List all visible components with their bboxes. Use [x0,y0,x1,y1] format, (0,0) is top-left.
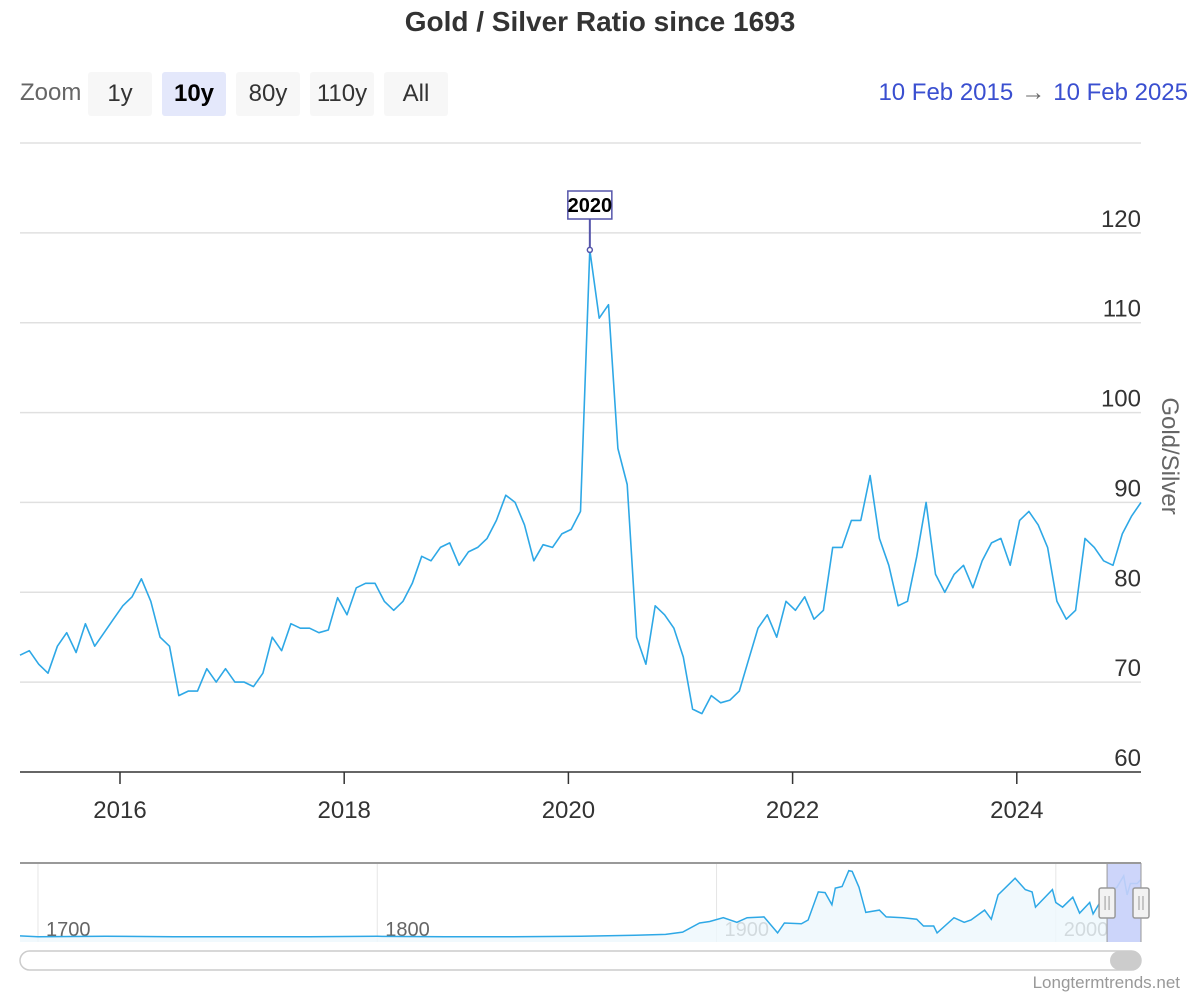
handle-grip-icon [1138,896,1144,910]
handle-grip-icon [1104,896,1110,910]
y-tick-label: 70 [1114,655,1141,682]
flag-marker-2020[interactable]: 2020 [567,190,613,254]
zoom-10y-button[interactable]: 10y [162,72,226,116]
x-tick-label: 2022 [766,797,819,824]
y-tick-label: 120 [1101,206,1141,233]
flag-box [567,190,613,220]
y-tick-label: 80 [1114,565,1141,592]
navigator-tick-label: 1800 [385,919,430,941]
range-to-input[interactable]: 10 Feb 2025 [1053,79,1188,106]
navigator-handle-right[interactable] [1132,887,1150,919]
y-tick-label: 100 [1101,386,1141,413]
x-tick-label: 2020 [542,797,595,824]
navigator-series-line [19,869,1142,938]
zoom-110y-button[interactable]: 110y [310,72,374,116]
x-axis-ticks: 2016 2018 2020 2022 2024 [93,772,1043,824]
y-tick-label: 90 [1114,475,1141,502]
zoom-label: Zoom [20,79,82,106]
x-tick-label: 2016 [93,797,146,824]
date-range: 10 Feb 2015 → 10 Feb 2025 [878,79,1188,107]
scrollbar-track[interactable] [19,950,1142,971]
y-tick-label: 110 [1103,296,1141,323]
chart-title: Gold / Silver Ratio since 1693 [404,6,796,37]
navigator[interactable]: 1700180019002000 [19,862,1150,942]
x-tick-label: 2018 [318,797,371,824]
x-tick-label: 2024 [990,797,1043,824]
zoom-80y-button[interactable]: 80y [236,72,300,116]
credit-link[interactable]: Longtermtrends.net [1032,973,1180,992]
y-tick-label: 60 [1114,745,1141,772]
y-axis-title: Gold/Silver [1156,397,1183,514]
navigator-tick-label: 1700 [46,919,91,941]
zoom-all-button[interactable]: All [384,72,448,116]
flag-label: 2020 [568,195,613,217]
y-axis-labels: 60 70 80 90 100 110 120 [1101,206,1141,772]
series-line [19,249,1142,715]
y-gridlines [20,142,1141,683]
range-arrow: → [1021,79,1046,106]
navigator-handle-left[interactable] [1098,887,1116,919]
range-from-input[interactable]: 10 Feb 2015 [878,79,1014,106]
zoom-1y-button[interactable]: 1y [88,72,152,116]
flag-point [586,246,594,254]
navigator-area [20,870,1141,942]
scrollbar-thumb[interactable] [1110,951,1141,970]
